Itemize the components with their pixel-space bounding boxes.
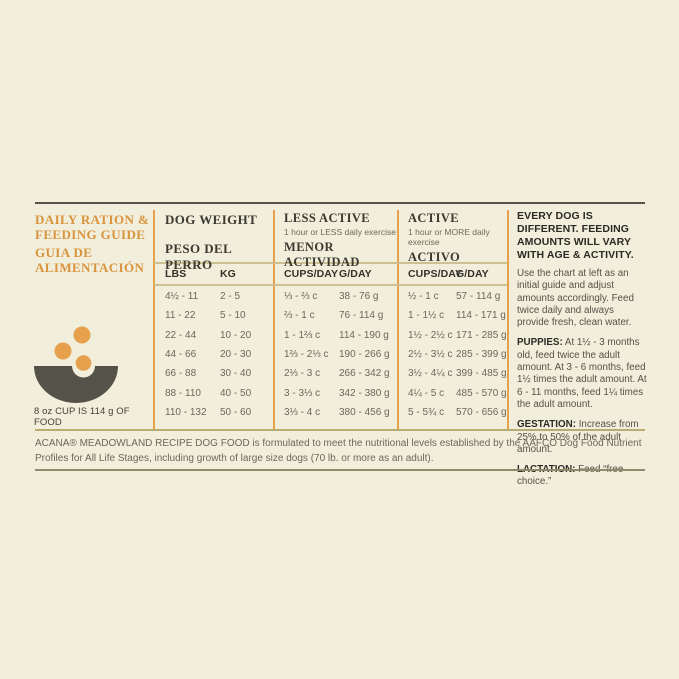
cell-active-cups: 2½ - 3½ c: [408, 348, 453, 360]
table-header-rule-top: [154, 262, 507, 264]
less-active-subtitle: 1 hour or LESS daily exercise: [284, 227, 396, 237]
cell-lbs: 44 - 66: [165, 348, 197, 360]
table-row: 11 - 22 5 - 10 ⅔ - 1 c 76 - 114 g 1 - 1½…: [0, 306, 679, 325]
puppies-text: At 1½ - 3 months old, feed twice the adu…: [517, 337, 647, 410]
active-title-es: ACTIVO: [408, 250, 461, 264]
col-label-lessactive-grams: G/DAY: [339, 268, 372, 280]
advice-gestation: GESTATION: Increase from 25% to 50% of t…: [517, 419, 647, 456]
top-divider: [35, 202, 645, 204]
advice-lactation: LACTATION: Feed “free choice.”: [517, 464, 647, 489]
less-active-title: LESS ACTIVE: [284, 211, 371, 225]
cell-lessactive-cups: 3 - 3⅓ c: [284, 387, 321, 399]
cell-kg: 2 - 5: [220, 291, 241, 302]
cell-active-grams: 171 - 285 g: [456, 329, 507, 341]
cell-active-cups: 1 - 1½ c: [408, 310, 445, 322]
cell-lessactive-cups: ⅓ - ⅔ c: [284, 291, 318, 302]
cell-kg: 40 - 50: [220, 387, 252, 399]
advice-intro: Use the chart at left as an initial guid…: [517, 268, 634, 329]
col-label-active-grams: G/DAY: [456, 268, 489, 280]
cell-active-cups: 1½ - 2½ c: [408, 329, 453, 341]
footnote-divider-top: [35, 429, 645, 431]
cell-lbs: 110 - 132: [165, 406, 207, 418]
table-row: 88 - 110 40 - 50 3 - 3⅓ c 342 - 380 g 4¼…: [0, 384, 679, 403]
less-active-header: LESS ACTIVE 1 hour or LESS daily exercis…: [284, 211, 398, 270]
cell-active-grams: 570 - 656 g: [456, 406, 507, 418]
col-label-lessactive-cups: CUPS/DAY: [284, 268, 339, 280]
cell-lbs: 88 - 110: [165, 387, 201, 399]
puppies-label: PUPPIES:: [517, 337, 563, 349]
cell-lessactive-cups: 3⅓ - 4 c: [284, 406, 321, 418]
active-subtitle: 1 hour or MORE daily exercise: [408, 227, 490, 247]
cell-active-cups: 3½ - 4¼ c: [408, 368, 453, 380]
cell-active-grams: 485 - 570 g: [456, 387, 507, 399]
cell-active-grams: 57 - 114 g: [456, 291, 501, 302]
cell-active-grams: 285 - 399 g: [456, 348, 507, 360]
footnote-divider-bottom: [35, 469, 645, 471]
less-active-title-es: MENOR ACTIVIDAD: [284, 240, 360, 269]
cell-active-cups: ½ - 1 c: [408, 291, 439, 302]
col-label-lbs: LBS: [165, 268, 187, 280]
cell-active-cups: 5 - 5¾ c: [408, 406, 445, 418]
cell-lessactive-cups: 2⅓ - 3 c: [284, 368, 321, 380]
cell-lessactive-cups: 1⅔ - 2⅓ c: [284, 348, 329, 360]
cell-lbs: 66 - 88: [165, 368, 197, 380]
cell-kg: 10 - 20: [220, 329, 252, 341]
table-row: 4½ - 11 2 - 5 ⅓ - ⅔ c 38 - 76 g ½ - 1 c …: [0, 287, 679, 306]
active-header: ACTIVE 1 hour or MORE daily exercise ACT…: [408, 211, 508, 265]
guide-title: DAILY RATION & FEEDING GUIDE: [35, 212, 153, 242]
gestation-text: Increase from 25% to 50% of the adult am…: [517, 419, 639, 455]
feeding-advice-panel: EVERY DOG IS DIFFERENT. FEEDING AMOUNTS …: [517, 210, 647, 497]
bowl-shape: [34, 366, 118, 403]
column-divider-4: [507, 210, 509, 429]
cell-active-grams: 114 - 171 g: [456, 310, 506, 322]
cell-lessactive-grams: 76 - 114 g: [339, 310, 384, 322]
advice-heading: EVERY DOG IS DIFFERENT. FEEDING AMOUNTS …: [517, 210, 634, 261]
cell-active-cups: 4¼ - 5 c: [408, 387, 445, 399]
cell-lessactive-grams: 266 - 342 g: [339, 368, 390, 380]
guide-title-line2: FEEDING GUIDE: [35, 227, 146, 242]
table-header-rule-bottom: [154, 284, 507, 286]
guide-title-line1: DAILY RATION &: [35, 212, 150, 227]
column-divider-3: [397, 210, 399, 429]
guide-title-spanish-line1: GUIA DE: [35, 245, 93, 260]
cell-lbs: 11 - 22: [165, 310, 196, 322]
dog-weight-header: DOG WEIGHT PESO DEL PERRO: [165, 212, 273, 273]
cell-lessactive-grams: 380 - 456 g: [339, 406, 390, 418]
cell-lbs: 22 - 44: [165, 329, 197, 341]
table-row: 110 - 132 50 - 60 3⅓ - 4 c 380 - 456 g 5…: [0, 403, 679, 422]
table-row: 22 - 44 10 - 20 1 - 1⅔ c 114 - 190 g 1½ …: [0, 326, 679, 345]
cell-lessactive-grams: 342 - 380 g: [339, 387, 390, 399]
column-divider-1: [153, 210, 155, 429]
cell-kg: 5 - 10: [220, 310, 246, 322]
column-divider-2: [273, 210, 275, 429]
dog-weight-title-es: PESO DEL PERRO: [165, 241, 232, 272]
kibble-circle-3: [75, 355, 92, 371]
guide-title-spanish-line2: ALIMENTACIÓN: [35, 260, 145, 275]
table-row: 44 - 66 20 - 30 1⅔ - 2⅓ c 190 - 266 g 2½…: [0, 345, 679, 364]
cell-lessactive-grams: 190 - 266 g: [339, 348, 390, 360]
dog-weight-title-en: DOG WEIGHT: [165, 212, 258, 227]
active-title: ACTIVE: [408, 211, 460, 225]
cell-kg: 50 - 60: [220, 406, 252, 418]
cell-kg: 20 - 30: [220, 348, 252, 360]
gestation-label: GESTATION:: [517, 419, 576, 431]
kibble-circle-2: [54, 342, 72, 360]
cell-lessactive-grams: 38 - 76 g: [339, 291, 379, 302]
kibble-circle-1: [73, 326, 91, 344]
col-label-active-cups: CUPS/DAY: [408, 268, 463, 280]
cell-kg: 30 - 40: [220, 368, 252, 380]
aafco-statement: ACANA® MEADOWLAND RECIPE DOG FOOD is for…: [35, 438, 642, 464]
guide-title-spanish: GUIA DE ALIMENTACIÓN: [35, 245, 153, 275]
table-row: 66 - 88 30 - 40 2⅓ - 3 c 266 - 342 g 3½ …: [0, 364, 679, 383]
cell-lessactive-grams: 114 - 190 g: [339, 329, 389, 341]
advice-puppies: PUPPIES: At 1½ - 3 months old, feed twic…: [517, 337, 647, 411]
cell-lessactive-cups: 1 - 1⅔ c: [284, 329, 321, 341]
col-label-kg: KG: [220, 268, 236, 280]
food-bowl-icon: [32, 324, 120, 409]
cell-lessactive-cups: ⅔ - 1 c: [284, 310, 315, 322]
cup-measure-note: 8 oz CUP IS 114 g OF FOOD: [34, 406, 130, 428]
cell-active-grams: 399 - 485 g: [456, 368, 507, 380]
cell-lbs: 4½ - 11: [165, 291, 199, 302]
